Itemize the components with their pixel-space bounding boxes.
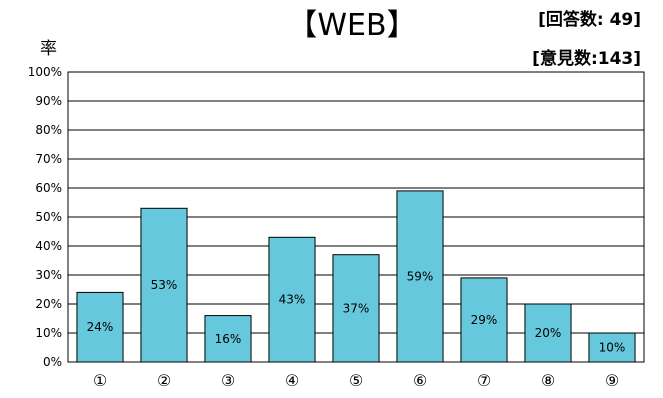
y-tick-label: 90% bbox=[35, 94, 62, 108]
x-tick-label: ④ bbox=[285, 371, 299, 390]
bar bbox=[204, 315, 252, 363]
x-tick-label: ③ bbox=[221, 371, 235, 390]
data-label: 10% bbox=[599, 341, 626, 355]
y-tick-label: 10% bbox=[35, 326, 62, 340]
x-tick-label: ⑨ bbox=[605, 371, 619, 390]
data-label: 24% bbox=[87, 320, 114, 334]
bar bbox=[140, 207, 188, 363]
data-label: 59% bbox=[407, 269, 434, 283]
data-label: 29% bbox=[471, 313, 498, 327]
x-tick-label: ⑥ bbox=[413, 371, 427, 390]
y-tick-label: 0% bbox=[43, 355, 62, 369]
y-tick-label: 20% bbox=[35, 297, 62, 311]
data-label: 37% bbox=[343, 301, 370, 315]
bar bbox=[332, 254, 380, 363]
y-tick-label: 60% bbox=[35, 181, 62, 195]
data-label: 16% bbox=[215, 332, 242, 346]
bar bbox=[588, 332, 636, 363]
y-tick-label: 40% bbox=[35, 239, 62, 253]
bar bbox=[268, 236, 316, 363]
y-tick-label: 30% bbox=[35, 268, 62, 282]
y-tick-label: 50% bbox=[35, 210, 62, 224]
y-tick-label: 100% bbox=[28, 65, 62, 79]
data-label: 53% bbox=[151, 278, 178, 292]
chart-title: 【WEB】 bbox=[287, 8, 416, 43]
opinion-count: [意見数:143] bbox=[532, 48, 641, 69]
y-axis-label: 率 bbox=[40, 39, 57, 59]
bar bbox=[76, 291, 124, 363]
bar bbox=[460, 277, 508, 363]
plot-area: 0% 10% 20% 30% 40% 50% 60% 70% 80% 90% 100% 24% ① 53%… bbox=[28, 65, 645, 390]
data-label: 20% bbox=[535, 326, 562, 340]
x-tick-label: ⑦ bbox=[477, 371, 491, 390]
response-count: [回答数: 49] bbox=[538, 9, 641, 30]
x-tick-label: ② bbox=[157, 371, 171, 390]
bar bbox=[524, 303, 572, 363]
y-tick-label: 70% bbox=[35, 152, 62, 166]
x-tick-label: ⑤ bbox=[349, 371, 363, 390]
y-tick-label: 80% bbox=[35, 123, 62, 137]
x-tick-label: ① bbox=[93, 371, 107, 390]
x-tick-label: ⑧ bbox=[541, 371, 555, 390]
bar bbox=[396, 190, 444, 363]
data-label: 43% bbox=[279, 293, 306, 307]
